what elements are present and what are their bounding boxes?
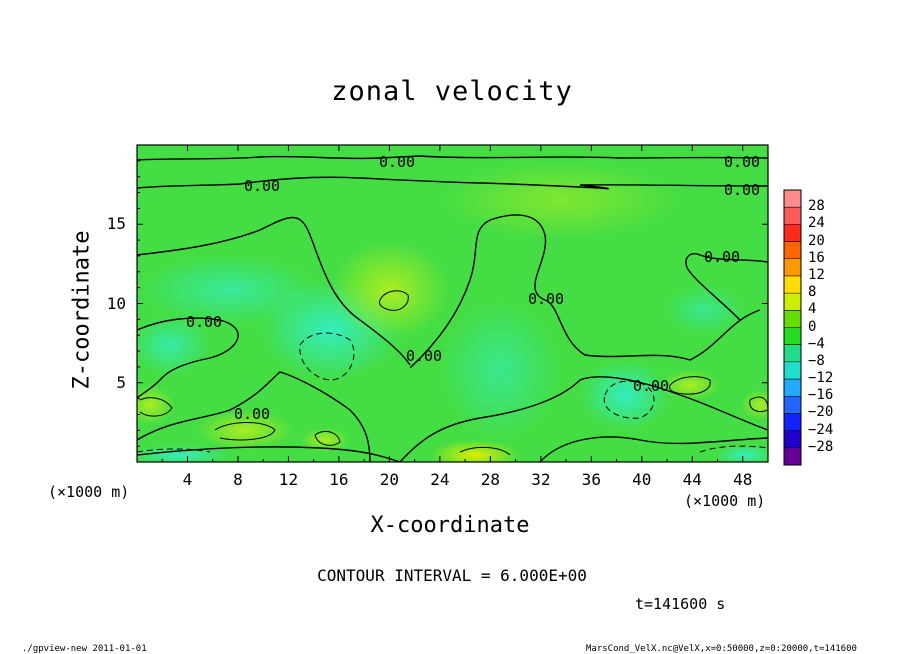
contour-line [137,446,401,462]
contour-line [137,317,239,399]
colorbar-segment [784,224,801,243]
y-tick-label: 5 [116,372,126,392]
x-tick-label: 32 [531,470,551,489]
colorbar-segment [784,430,801,449]
colorbar-label: 8 [808,284,817,301]
contour-line [379,290,409,311]
x-tick-label: 24 [430,470,450,489]
chart-title: zonal velocity [331,76,573,107]
contour-label: 0.00 [528,290,564,308]
contour-label: 0.00 [704,248,740,266]
colorbar-label: 20 [808,232,825,249]
contour-label: 0.00 [186,313,222,331]
contour-line [137,216,411,366]
colorbar-segment [784,207,801,225]
x-tick-label: 40 [632,470,652,489]
x-axis-label: X-coordinate [370,513,530,538]
contour-line [314,431,341,446]
contour-line [603,380,655,419]
x-tick-label: 4 [182,470,193,489]
x-tick-label: 48 [733,470,753,489]
colorbar-label: −16 [808,387,834,404]
colorbar-label: −20 [808,404,834,421]
colorbar-segment [784,361,801,380]
footer-left: ./gpview-new 2011-01-01 [22,644,147,654]
colorbar-label: 24 [808,215,825,232]
colorbar-segment [784,396,801,414]
contour-labels: 0.00 0.00 0.00 0.00 0.00 0.00 0.00 0.00 0.00 0.00 [186,153,760,423]
colorbar-segment [784,275,801,294]
colorbar-segment [784,379,801,397]
contour-label: 0.00 [724,181,760,199]
x-tick-label: 16 [329,470,349,489]
colorbar-label: −4 [808,335,825,352]
negative-contours [137,332,768,453]
colorbar-label: −24 [808,421,834,438]
x-tick-label: 12 [278,470,299,489]
contour-line [685,253,768,321]
colorbar-segment [784,190,801,208]
x-axis-ticks [161,145,744,462]
contour-label: 0.00 [379,153,415,171]
colorbar-segment [784,310,801,328]
y-axis-ticks [137,160,768,447]
x-axis-unit: (×1000 m) [684,492,766,510]
contour-line [137,155,768,161]
colorbar-label: −12 [808,370,834,387]
y-tick-label: 10 [106,293,126,313]
colorbar-label: 28 [808,198,825,215]
y-axis-label: Z-coordinate [69,230,95,390]
colorbar-label: 0 [808,318,817,335]
contour-line [137,371,371,462]
colorbar-label: −28 [808,438,834,455]
heatmap-field [137,145,768,462]
colorbar-segment [784,293,801,311]
x-tick-label: 28 [480,470,500,489]
contour-line [137,176,768,190]
contour-label: 0.00 [234,405,270,423]
positive-contours [139,290,768,456]
colorbar-segment [784,327,801,346]
colorbar-segment [784,344,801,363]
contour-line [299,332,355,381]
colorbar-segment [784,258,801,277]
contour-line [749,396,768,413]
colorbar-label: 16 [808,249,825,266]
contour-line [399,376,768,462]
contour-interval: CONTOUR INTERVAL = 6.000E+00 [317,566,587,585]
colorbar-label: −8 [808,352,825,369]
contour-line [699,445,768,453]
time-stamp: t=141600 s [635,595,726,613]
x-tick-label: 36 [581,470,601,489]
contour-label: 0.00 [406,347,442,365]
footer-right: MarsCond_VelX.nc@VelX,x=0:50000,z=0:2000… [586,644,857,654]
y-axis-unit: (×1000 m) [48,483,130,501]
y-tick-label: 15 [106,214,126,234]
contour-line [214,422,276,441]
contour-label: 0.00 [724,153,760,171]
contour-line [459,447,511,456]
x-tick-label: 44 [682,470,702,489]
colorbar-segment [784,413,801,432]
colorbar-segment [784,241,801,260]
contour-label: 0.00 [633,377,669,395]
contour-label: 0.00 [244,177,280,195]
colorbar-label: 12 [808,266,825,283]
colorbar [783,189,802,466]
x-tick-label: 20 [379,470,400,489]
colorbar-label: 4 [808,301,817,318]
contour-line [139,397,173,417]
contour-line [669,376,711,395]
x-tick-label: 8 [233,470,243,489]
contour-lines [137,155,768,462]
contour-line [539,436,768,462]
colorbar-segment [784,447,801,466]
contour-line [409,214,761,369]
